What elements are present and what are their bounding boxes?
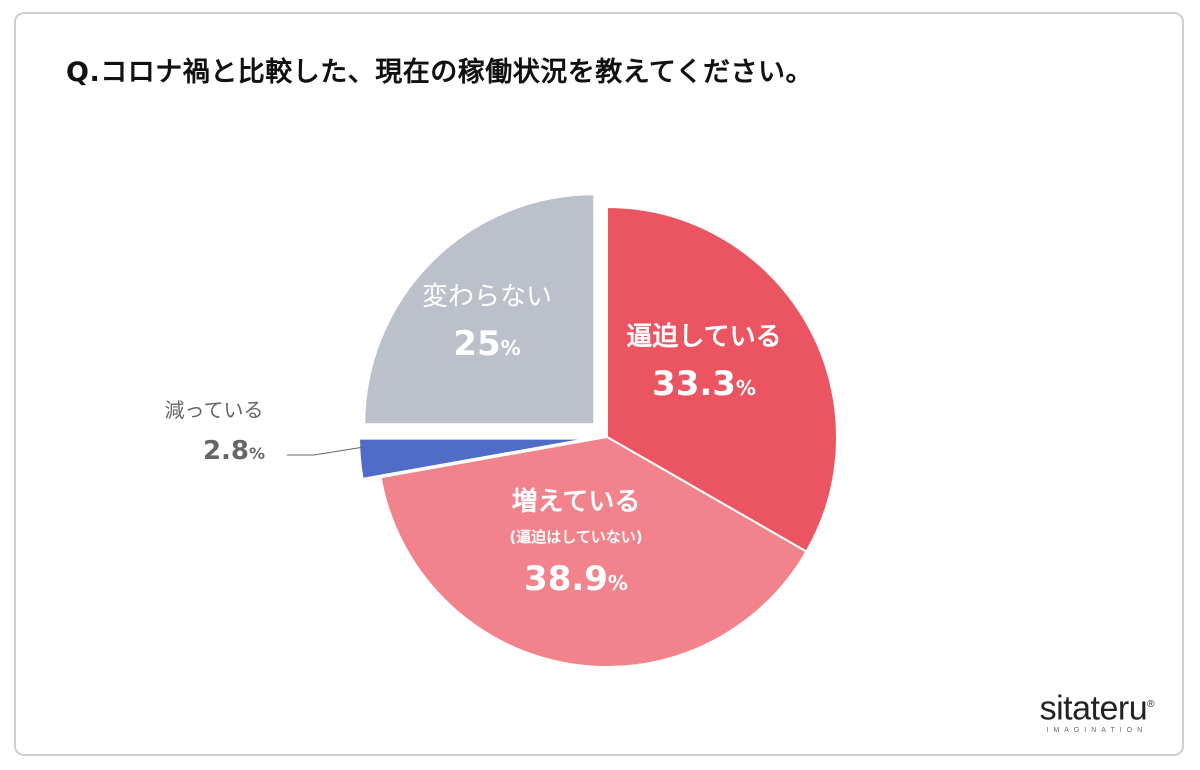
slice-value-tight: 33.3% [652,364,756,404]
logo-tagline: IMAGINATION [1046,727,1148,735]
slice-value-increasing: 38.9% [524,559,628,599]
sitateru-logo: sitateru® IMAGINATION [1039,688,1155,735]
logo-wordmark: sitateru® [1039,689,1155,728]
slice-sublabel-increasing: (逼迫はしていない) [509,528,642,546]
slice-category-increasing: 増えている [512,487,641,517]
pie-slice-increasing [379,435,808,668]
slice-category-decreasing: 減っている [165,398,264,422]
leader-line-decreasing [287,446,365,456]
slice-value-decreasing: 2.8% [203,436,265,466]
pie-slice-decreasing [358,437,590,480]
slice-category-tight: 逼迫している [626,322,781,352]
slice-label-unchanged: 変わらない 25% [422,282,552,364]
slice-label-decreasing: 減っている 2.8% [165,398,266,466]
slice-value-unchanged: 25% [453,324,520,364]
pie-slice-tight [606,205,838,553]
pie-slice-unchanged [363,193,596,426]
slice-category-unchanged: 変わらない [422,282,552,312]
chart-title: Q.コロナ禍と比較した、現在の稼働状況を教えてください。 [66,57,814,88]
slice-label-increasing: 増えている (逼迫はしていない) 38.9% [509,487,642,599]
slice-label-tight: 逼迫している 33.3% [626,322,781,404]
